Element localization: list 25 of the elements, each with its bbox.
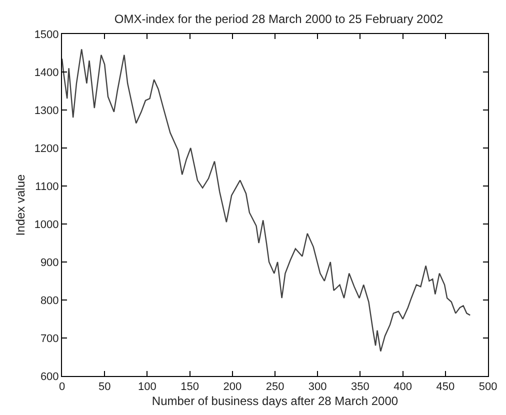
y-tick-label: 800 [40, 294, 59, 307]
x-tick-label: 50 [98, 381, 111, 394]
y-tick-label: 600 [40, 370, 59, 383]
y-axis-title: Index value [14, 174, 28, 236]
y-tick-label: 1300 [34, 104, 59, 117]
y-tick-label: 1200 [34, 142, 59, 155]
y-tick-label: 1000 [34, 218, 59, 231]
y-tick-label: 1400 [34, 66, 59, 79]
chart-title: OMX-index for the period 28 March 2000 to 25 February 2002 [114, 12, 444, 26]
x-tick-label: 450 [436, 381, 455, 394]
y-tick-label: 1100 [35, 180, 59, 193]
y-tick-label: 900 [40, 256, 59, 269]
x-axis-title: Number of business days after 28 March 2000 [152, 394, 398, 408]
y-tick-label: 1500 [34, 28, 59, 41]
x-tick-label: 150 [180, 381, 199, 394]
line-series [62, 48, 471, 352]
x-tick-label: 100 [138, 381, 156, 394]
x-tick-label: 250 [266, 381, 284, 394]
x-tick-label: 300 [308, 381, 327, 394]
x-tick-label: 0 [58, 381, 66, 394]
y-tick-label: 700 [40, 332, 59, 345]
x-tick-label: 500 [478, 381, 498, 394]
x-tick-label: 400 [394, 381, 412, 394]
x-tick-label: 200 [223, 381, 242, 394]
x-tick-label: 350 [351, 381, 370, 394]
